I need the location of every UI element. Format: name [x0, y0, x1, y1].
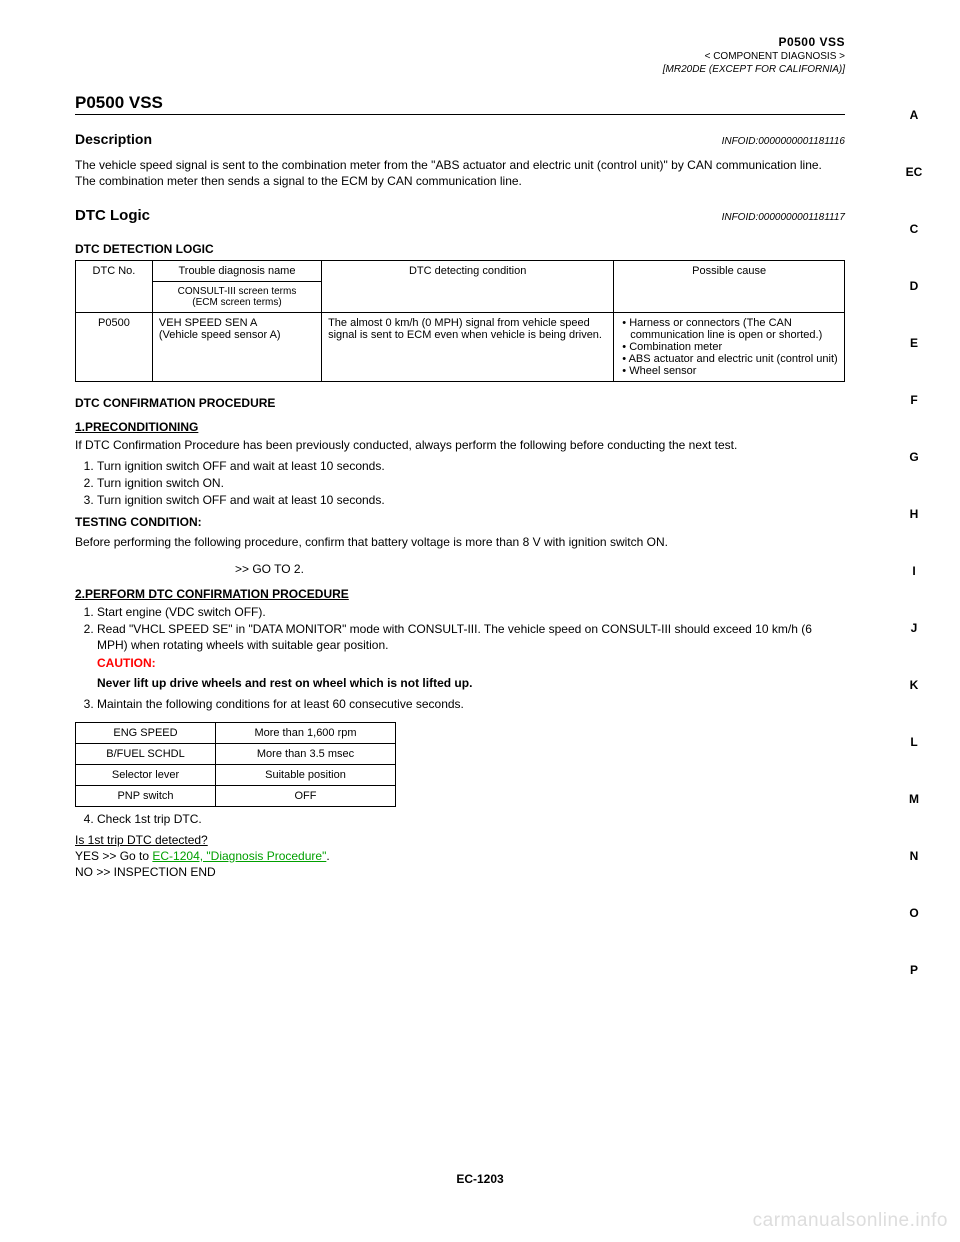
- dtc-logic-info-id: INFOID:0000000001181117: [722, 212, 845, 223]
- tab-g[interactable]: G: [900, 450, 928, 507]
- td-cause: • Harness or connectors (The CAN communi…: [614, 313, 845, 382]
- caution-text: Never lift up drive wheels and rest on w…: [97, 675, 845, 691]
- td-cond: The almost 0 km/h (0 MPH) signal from ve…: [322, 313, 614, 382]
- step1-title: 1.PRECONDITIONING: [75, 420, 845, 434]
- page-header-engine: [MR20DE (EXCEPT FOR CALIFORNIA)]: [75, 64, 845, 75]
- description-heading: Description: [75, 131, 152, 147]
- caution-label: CAUTION:: [97, 656, 156, 670]
- td-name-consult: VEH SPEED SEN A: [159, 317, 315, 329]
- result-question: Is 1st trip DTC detected?: [75, 833, 845, 847]
- th-name-sub: CONSULT-III screen terms (ECM screen ter…: [152, 282, 321, 313]
- tab-n[interactable]: N: [900, 849, 928, 906]
- tab-m[interactable]: M: [900, 792, 928, 849]
- page-header-category: < COMPONENT DIAGNOSIS >: [75, 51, 845, 62]
- tab-a[interactable]: A: [900, 108, 928, 165]
- step2-substeps: Start engine (VDC switch OFF). Read "VHC…: [97, 604, 845, 654]
- spec-table: ENG SPEED More than 1,600 rpm B/FUEL SCH…: [75, 722, 396, 807]
- th-ecm: (ECM screen terms): [159, 297, 315, 308]
- detection-logic-heading: DTC DETECTION LOGIC: [75, 242, 845, 256]
- side-tabs: A EC C D E F G H I J K L M N O P: [900, 108, 928, 1020]
- step2-check-text: Check 1st trip DTC.: [97, 811, 845, 827]
- testcond-heading: TESTING CONDITION:: [75, 514, 845, 530]
- th-dtc-no: DTC No.: [76, 261, 153, 313]
- th-cause: Possible cause: [614, 261, 845, 313]
- step2-substeps2: Maintain the following conditions for at…: [97, 696, 845, 712]
- diagnosis-link[interactable]: EC-1204, "Diagnosis Procedure": [152, 849, 326, 863]
- tab-e[interactable]: E: [900, 336, 928, 393]
- th-consult: CONSULT-III screen terms: [159, 286, 315, 297]
- th-name: Trouble diagnosis name: [152, 261, 321, 282]
- spec-r1c1: Suitable position: [216, 764, 396, 785]
- watermark: carmanualsonline.info: [753, 1210, 948, 1232]
- section-title-rule: [75, 114, 845, 115]
- spec-h1: More than 1,600 rpm: [216, 722, 396, 743]
- step2-title: 2.PERFORM DTC CONFIRMATION PROCEDURE: [75, 587, 845, 601]
- step1-sub-0: Turn ignition switch OFF and wait at lea…: [97, 458, 845, 474]
- spec-r0c1: More than 3.5 msec: [216, 743, 396, 764]
- tab-f[interactable]: F: [900, 393, 928, 450]
- description-info-id: INFOID:0000000001181116: [722, 136, 845, 147]
- th-cond: DTC detecting condition: [322, 261, 614, 313]
- tab-k[interactable]: K: [900, 678, 928, 735]
- step1-substeps: Turn ignition switch OFF and wait at lea…: [97, 458, 845, 509]
- td-name-ecm: (Vehicle speed sensor A): [159, 329, 315, 341]
- tab-o[interactable]: O: [900, 906, 928, 963]
- step2-check: Check 1st trip DTC.: [97, 811, 845, 827]
- step1-sub-2: Turn ignition switch OFF and wait at lea…: [97, 492, 845, 508]
- tab-h[interactable]: H: [900, 507, 928, 564]
- dtc-logic-table: DTC No. Trouble diagnosis name DTC detec…: [75, 260, 845, 382]
- td-name: VEH SPEED SEN A (Vehicle speed sensor A): [152, 313, 321, 382]
- spec-r1c0: Selector lever: [76, 764, 216, 785]
- confirm-heading: DTC CONFIRMATION PROCEDURE: [75, 396, 845, 410]
- page-number: EC-1203: [0, 1172, 960, 1186]
- step2-sub-0: Start engine (VDC switch OFF).: [97, 604, 845, 620]
- step2-sub-1: Read "VHCL SPEED SE" in "DATA MONITOR" m…: [97, 621, 845, 653]
- section-title: P0500 VSS: [75, 93, 845, 113]
- tab-ec[interactable]: EC: [900, 165, 928, 222]
- cause-0: • Harness or connectors (The CAN communi…: [620, 317, 838, 341]
- spec-h0: ENG SPEED: [76, 722, 216, 743]
- tab-l[interactable]: L: [900, 735, 928, 792]
- spec-r2c0: PNP switch: [76, 785, 216, 806]
- step1-sub-1: Turn ignition switch ON.: [97, 475, 845, 491]
- cause-2: • ABS actuator and electric unit (contro…: [620, 353, 838, 365]
- result-no: NO >> INSPECTION END: [75, 865, 845, 879]
- result-yes: YES >> Go to EC-1204, "Diagnosis Procedu…: [75, 849, 845, 863]
- tab-d[interactable]: D: [900, 279, 928, 336]
- testcond-text: Before performing the following procedur…: [75, 534, 845, 550]
- cause-1: • Combination meter: [620, 341, 838, 353]
- spec-r0c0: B/FUEL SCHDL: [76, 743, 216, 764]
- tab-i[interactable]: I: [900, 564, 928, 621]
- cause-3: • Wheel sensor: [620, 365, 838, 377]
- tab-j[interactable]: J: [900, 621, 928, 678]
- description-text: The vehicle speed signal is sent to the …: [75, 157, 845, 189]
- tab-c[interactable]: C: [900, 222, 928, 279]
- step1-goto: >> GO TO 2.: [235, 561, 845, 577]
- td-dtc: P0500: [76, 313, 153, 382]
- tab-p[interactable]: P: [900, 963, 928, 1020]
- dtc-logic-heading: DTC Logic: [75, 207, 150, 224]
- step1-text: If DTC Confirmation Procedure has been p…: [75, 437, 845, 453]
- spec-r2c1: OFF: [216, 785, 396, 806]
- page-header-title: P0500 VSS: [75, 35, 845, 49]
- step2-sub2-0: Maintain the following conditions for at…: [97, 696, 845, 712]
